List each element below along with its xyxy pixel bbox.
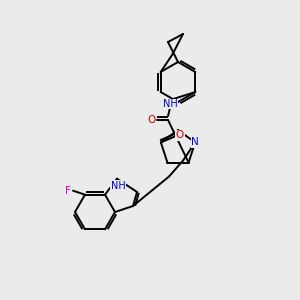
Text: O: O [147,115,155,125]
Text: F: F [65,186,71,196]
Text: NH: NH [163,99,177,109]
Text: NH: NH [111,181,125,191]
Text: N: N [191,137,199,147]
Text: O: O [176,130,184,140]
